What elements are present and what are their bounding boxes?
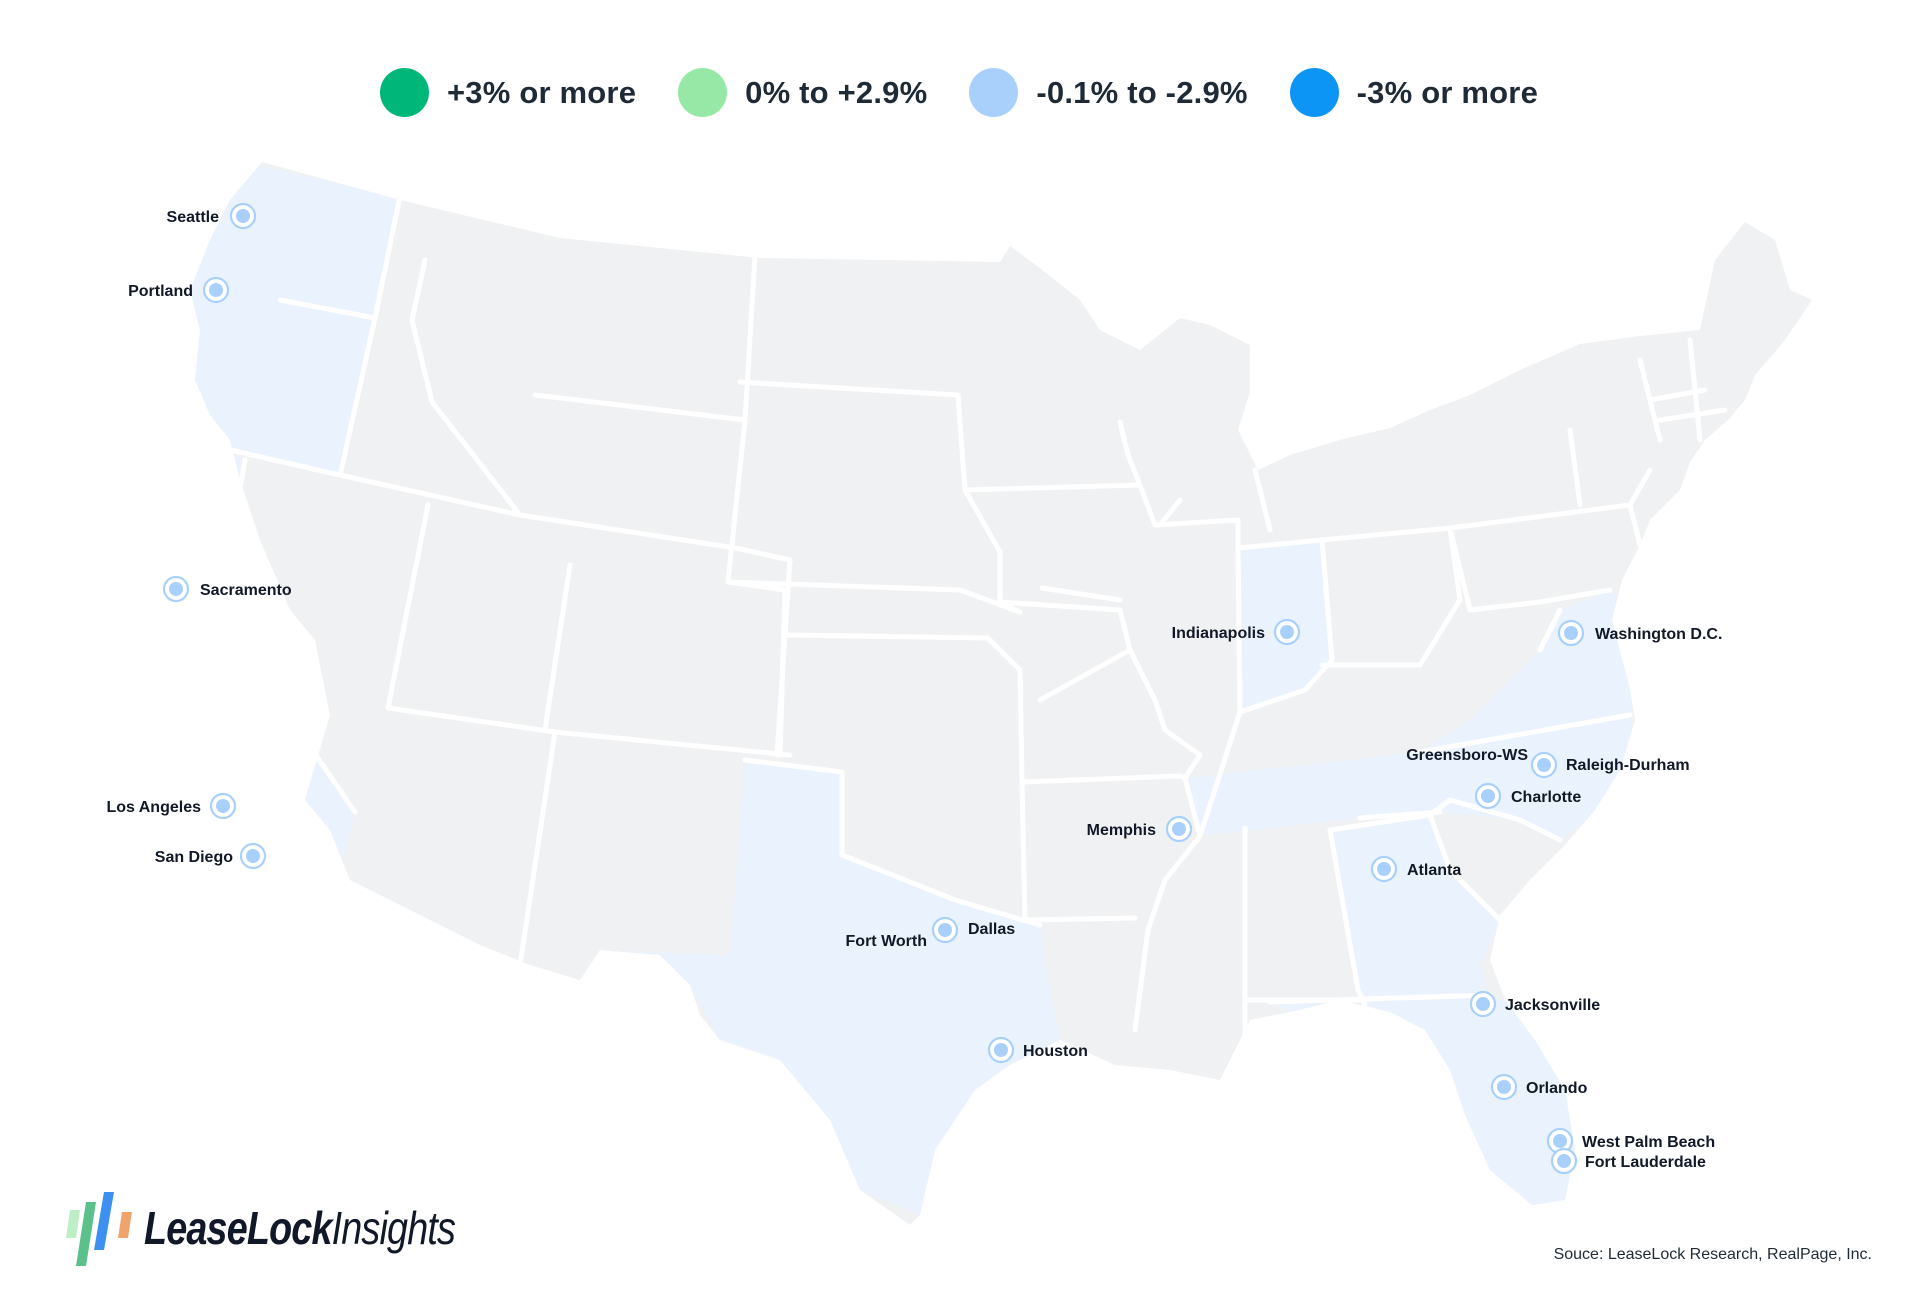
city-marker-dot[interactable]: [938, 923, 952, 937]
legend-item: 0% to +2.9%: [678, 68, 927, 117]
city-label: Memphis: [1087, 822, 1156, 839]
city-marker-dot[interactable]: [209, 283, 223, 297]
legend-item: -0.1% to -2.9%: [969, 68, 1247, 117]
city-marker-dot[interactable]: [1377, 862, 1391, 876]
legend-label: -3% or more: [1356, 74, 1539, 110]
logo-bar: [118, 1212, 132, 1238]
city-label: Charlotte: [1511, 789, 1581, 806]
state-georgia: [1330, 815, 1500, 1005]
logo-brand: LeaseLock: [144, 1202, 332, 1254]
city-label: Fort Worth: [846, 933, 927, 950]
state-texas: [600, 760, 1060, 1215]
city-marker-dot[interactable]: [1553, 1134, 1567, 1148]
city-marker-dot[interactable]: [246, 849, 260, 863]
city-marker-dot[interactable]: [169, 582, 183, 596]
legend-item: -3% or more: [1289, 68, 1539, 117]
city-marker-dot[interactable]: [1481, 789, 1495, 803]
city-marker-dot[interactable]: [1497, 1080, 1511, 1094]
border-line: [1037, 467, 1273, 703]
city-label: West Palm Beach: [1582, 1134, 1715, 1151]
border-line: [385, 502, 793, 968]
city-label: Raleigh-Durham: [1566, 757, 1690, 774]
border-line: [1132, 709, 1368, 1038]
city-markers: Seattle Portland Sacramento Los Angeles San …: [106, 202, 1722, 1175]
logo-suffix: Insights: [331, 1202, 456, 1254]
border-line: [190, 193, 523, 815]
city-marker-dot[interactable]: [1537, 758, 1551, 772]
city-marker-dot[interactable]: [1564, 626, 1578, 640]
city-label: Portland: [128, 283, 193, 300]
city-marker-dot[interactable]: [994, 1043, 1008, 1057]
city-label: San Diego: [155, 849, 233, 866]
city-label: Indianapolis: [1172, 625, 1265, 642]
border-line: [742, 757, 1188, 928]
city-label: Atlanta: [1407, 862, 1461, 879]
city-label: Houston: [1023, 1043, 1088, 1060]
state-florida: [1270, 995, 1575, 1205]
state-oregon: [190, 260, 375, 475]
state-virginia: [1420, 590, 1640, 752]
state-borders: [190, 193, 1728, 1038]
legend-item: +3% or more: [380, 68, 636, 117]
city-label: Greensboro-WS: [1406, 747, 1528, 764]
city-label: Seattle: [167, 209, 220, 226]
source-note: Souce: LeaseLock Research, RealPage, Inc…: [1553, 1246, 1872, 1263]
border-line: [1127, 517, 1335, 781]
city-marker-dot[interactable]: [1172, 822, 1186, 836]
legend-swatch: [380, 68, 429, 117]
city-marker-dot[interactable]: [1557, 1154, 1571, 1168]
border-line: [1242, 797, 1563, 1005]
legend-swatch: [1289, 68, 1339, 117]
legend-label: 0% to +2.9%: [745, 74, 928, 110]
city-marker-dot[interactable]: [216, 799, 230, 813]
logo-wordmark: LeaseLockInsights: [144, 1201, 456, 1255]
city-label: Orlando: [1526, 1080, 1588, 1097]
legend-swatch: [969, 68, 1019, 117]
state-north-carolina: [1360, 715, 1640, 840]
city-label: Dallas: [968, 921, 1015, 938]
logo-bar: [94, 1192, 114, 1250]
legend-label: -0.1% to -2.9%: [1036, 74, 1248, 110]
leaselock-logo: LeaseLockInsights: [64, 1188, 523, 1268]
logo-bar: [66, 1210, 80, 1238]
city-marker-dot[interactable]: [236, 209, 250, 223]
legend-swatch: [678, 68, 728, 117]
city-label: Jacksonville: [1505, 997, 1600, 1014]
border-line: [955, 392, 1158, 653]
city-label: Fort Lauderdale: [1585, 1154, 1706, 1171]
border-line: [1319, 502, 1643, 668]
border-line: [1357, 337, 1728, 821]
city-marker-dot[interactable]: [1476, 997, 1490, 1011]
city-marker-dot[interactable]: [1280, 625, 1294, 639]
legend-label: +3% or more: [447, 74, 637, 110]
border-line: [532, 253, 1025, 785]
logo-bars-icon: [66, 1192, 132, 1266]
logo-bar: [76, 1202, 96, 1266]
city-label: Sacramento: [200, 582, 292, 599]
legend: +3% or more 0% to +2.9% -0.1% to -2.9% -…: [380, 68, 1580, 117]
city-label: Washington D.C.: [1595, 626, 1722, 643]
city-label: Los Angeles: [106, 799, 201, 816]
